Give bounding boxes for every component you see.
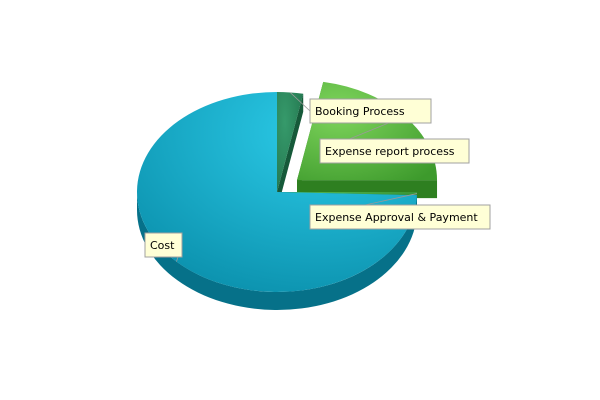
data-label-expense-approval-and-payment: Expense Approval & Payment xyxy=(309,204,491,230)
data-label-text: Booking Process xyxy=(315,105,405,118)
pie-slice-expense-approval-and-payment xyxy=(277,192,417,196)
pie-wall-booking-process-1 xyxy=(277,93,304,210)
data-label-expense-report-process: Expense report process xyxy=(319,138,470,164)
data-label-booking-process: Booking Process xyxy=(309,98,432,124)
data-label-box xyxy=(144,232,183,258)
label-connector-booking-process xyxy=(289,92,311,112)
data-label-text: Cost xyxy=(150,239,175,252)
data-label-text: Expense report process xyxy=(325,145,455,158)
pie-side-cost xyxy=(137,192,417,310)
pie-slice-cost xyxy=(136,92,417,292)
pie-slice-booking-process xyxy=(277,92,304,192)
data-label-box xyxy=(309,98,432,124)
data-label-box xyxy=(319,138,470,164)
data-label-box xyxy=(309,204,491,230)
data-label-cost: Cost xyxy=(144,232,183,258)
data-label-text: Expense Approval & Payment xyxy=(315,211,478,224)
pie-slice-expense-report-process xyxy=(297,81,438,181)
